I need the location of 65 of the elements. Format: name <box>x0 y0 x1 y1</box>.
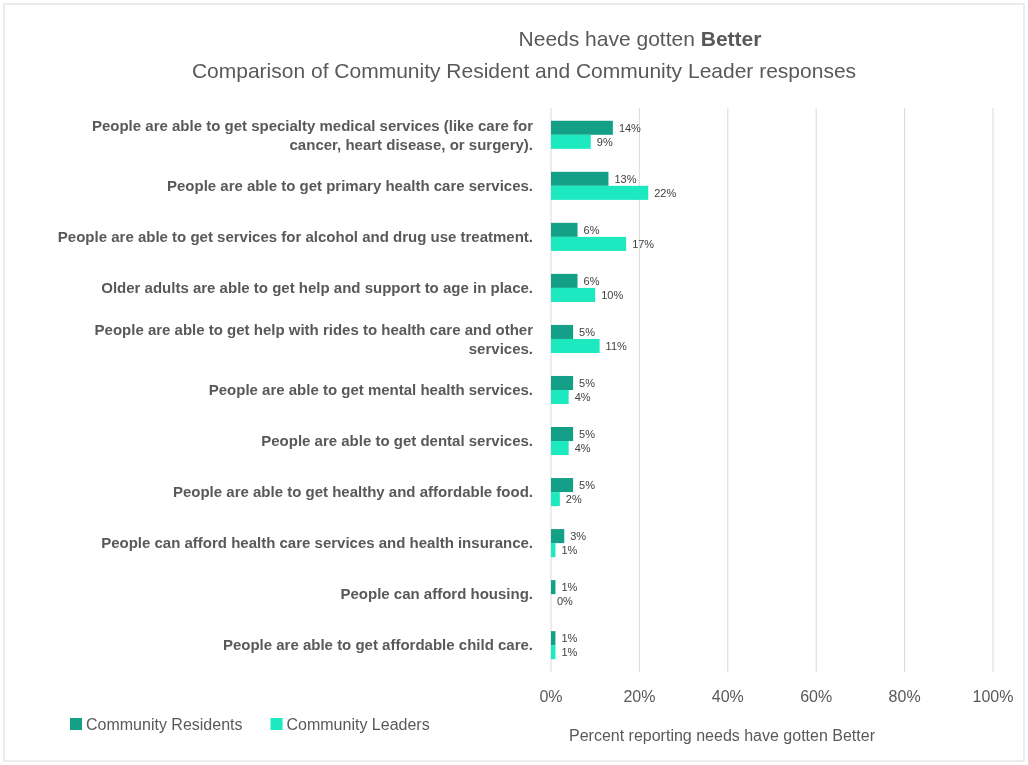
bar <box>551 273 578 288</box>
data-label: 14% <box>618 121 642 134</box>
data-label: 5% <box>579 325 596 338</box>
data-label: 0% <box>557 595 574 608</box>
data-label: 4% <box>574 441 591 454</box>
chart-title: Needs have gotten Better <box>518 27 762 50</box>
chart-subtitle: Comparison of Community Resident and Community Leader responses <box>191 59 857 82</box>
bar <box>551 478 574 493</box>
bar <box>551 427 574 442</box>
bar <box>551 324 574 339</box>
data-label: 11% <box>605 339 628 352</box>
bar <box>551 492 560 507</box>
y-tick-label: People can afford health care services and health insurance. <box>101 534 533 552</box>
y-tick-label: People are able to get affordable child care. <box>222 636 533 654</box>
bar <box>551 134 591 149</box>
bar <box>551 529 565 544</box>
x-tick-label: 40% <box>711 688 744 705</box>
x-tick-label: 100% <box>972 688 1014 705</box>
x-tick-label: 0% <box>539 688 563 705</box>
data-label: 13% <box>614 172 637 185</box>
bar <box>551 120 613 135</box>
data-label: 1% <box>561 632 578 645</box>
data-label: 6% <box>583 274 600 287</box>
bar <box>551 631 556 646</box>
x-tick-label: 20% <box>623 688 656 705</box>
x-tick-label: 60% <box>800 688 833 705</box>
data-label: 5% <box>579 376 596 389</box>
y-tick-label: People can afford housing. <box>340 585 533 603</box>
x-axis-title: Percent reporting needs have gotten Better <box>569 727 876 744</box>
data-label: 1% <box>561 646 578 659</box>
data-label: 10% <box>601 288 624 301</box>
data-label: 4% <box>574 390 591 403</box>
legend-label: Community Residents <box>86 715 243 733</box>
data-label: 2% <box>565 492 582 505</box>
y-tick-label: People are able to get healthy and affordable food. <box>172 483 533 501</box>
bar <box>551 441 569 456</box>
bar <box>551 338 600 353</box>
y-tick-label: Older adults are able to get help and support to age in place. <box>101 279 533 297</box>
data-label: 1% <box>561 580 578 593</box>
bar <box>551 222 578 237</box>
bar <box>551 171 609 186</box>
y-tick-label: People are able to get help with rides to health care and other services. <box>94 320 534 357</box>
data-label: 22% <box>654 186 677 199</box>
data-label: 17% <box>632 237 655 250</box>
bar <box>551 185 649 200</box>
y-tick-label: People are able to get mental health services. <box>208 381 533 399</box>
data-label: 6% <box>583 223 600 236</box>
y-tick-label: People are able to get services for alcohol and drug use treatment. <box>57 228 533 246</box>
data-label: 1% <box>561 543 578 556</box>
bar <box>551 287 596 302</box>
bar <box>551 236 627 251</box>
legend-label: Community Leaders <box>286 715 430 733</box>
y-tick-label: People are able to get specialty medical services (like care for cancer, heart disease, or surgery). <box>91 116 534 153</box>
data-label: 5% <box>579 478 596 491</box>
bar <box>551 390 569 405</box>
bar <box>551 543 556 558</box>
data-label: 9% <box>596 135 613 148</box>
x-tick-label: 80% <box>888 688 921 705</box>
bar <box>551 375 574 390</box>
bar <box>551 580 556 595</box>
y-tick-label: People are able to get dental services. <box>261 432 533 450</box>
bar <box>551 645 556 660</box>
data-label: 3% <box>570 529 587 542</box>
y-tick-label: People are able to get primary health care services. <box>166 177 533 195</box>
data-label: 5% <box>579 427 596 440</box>
